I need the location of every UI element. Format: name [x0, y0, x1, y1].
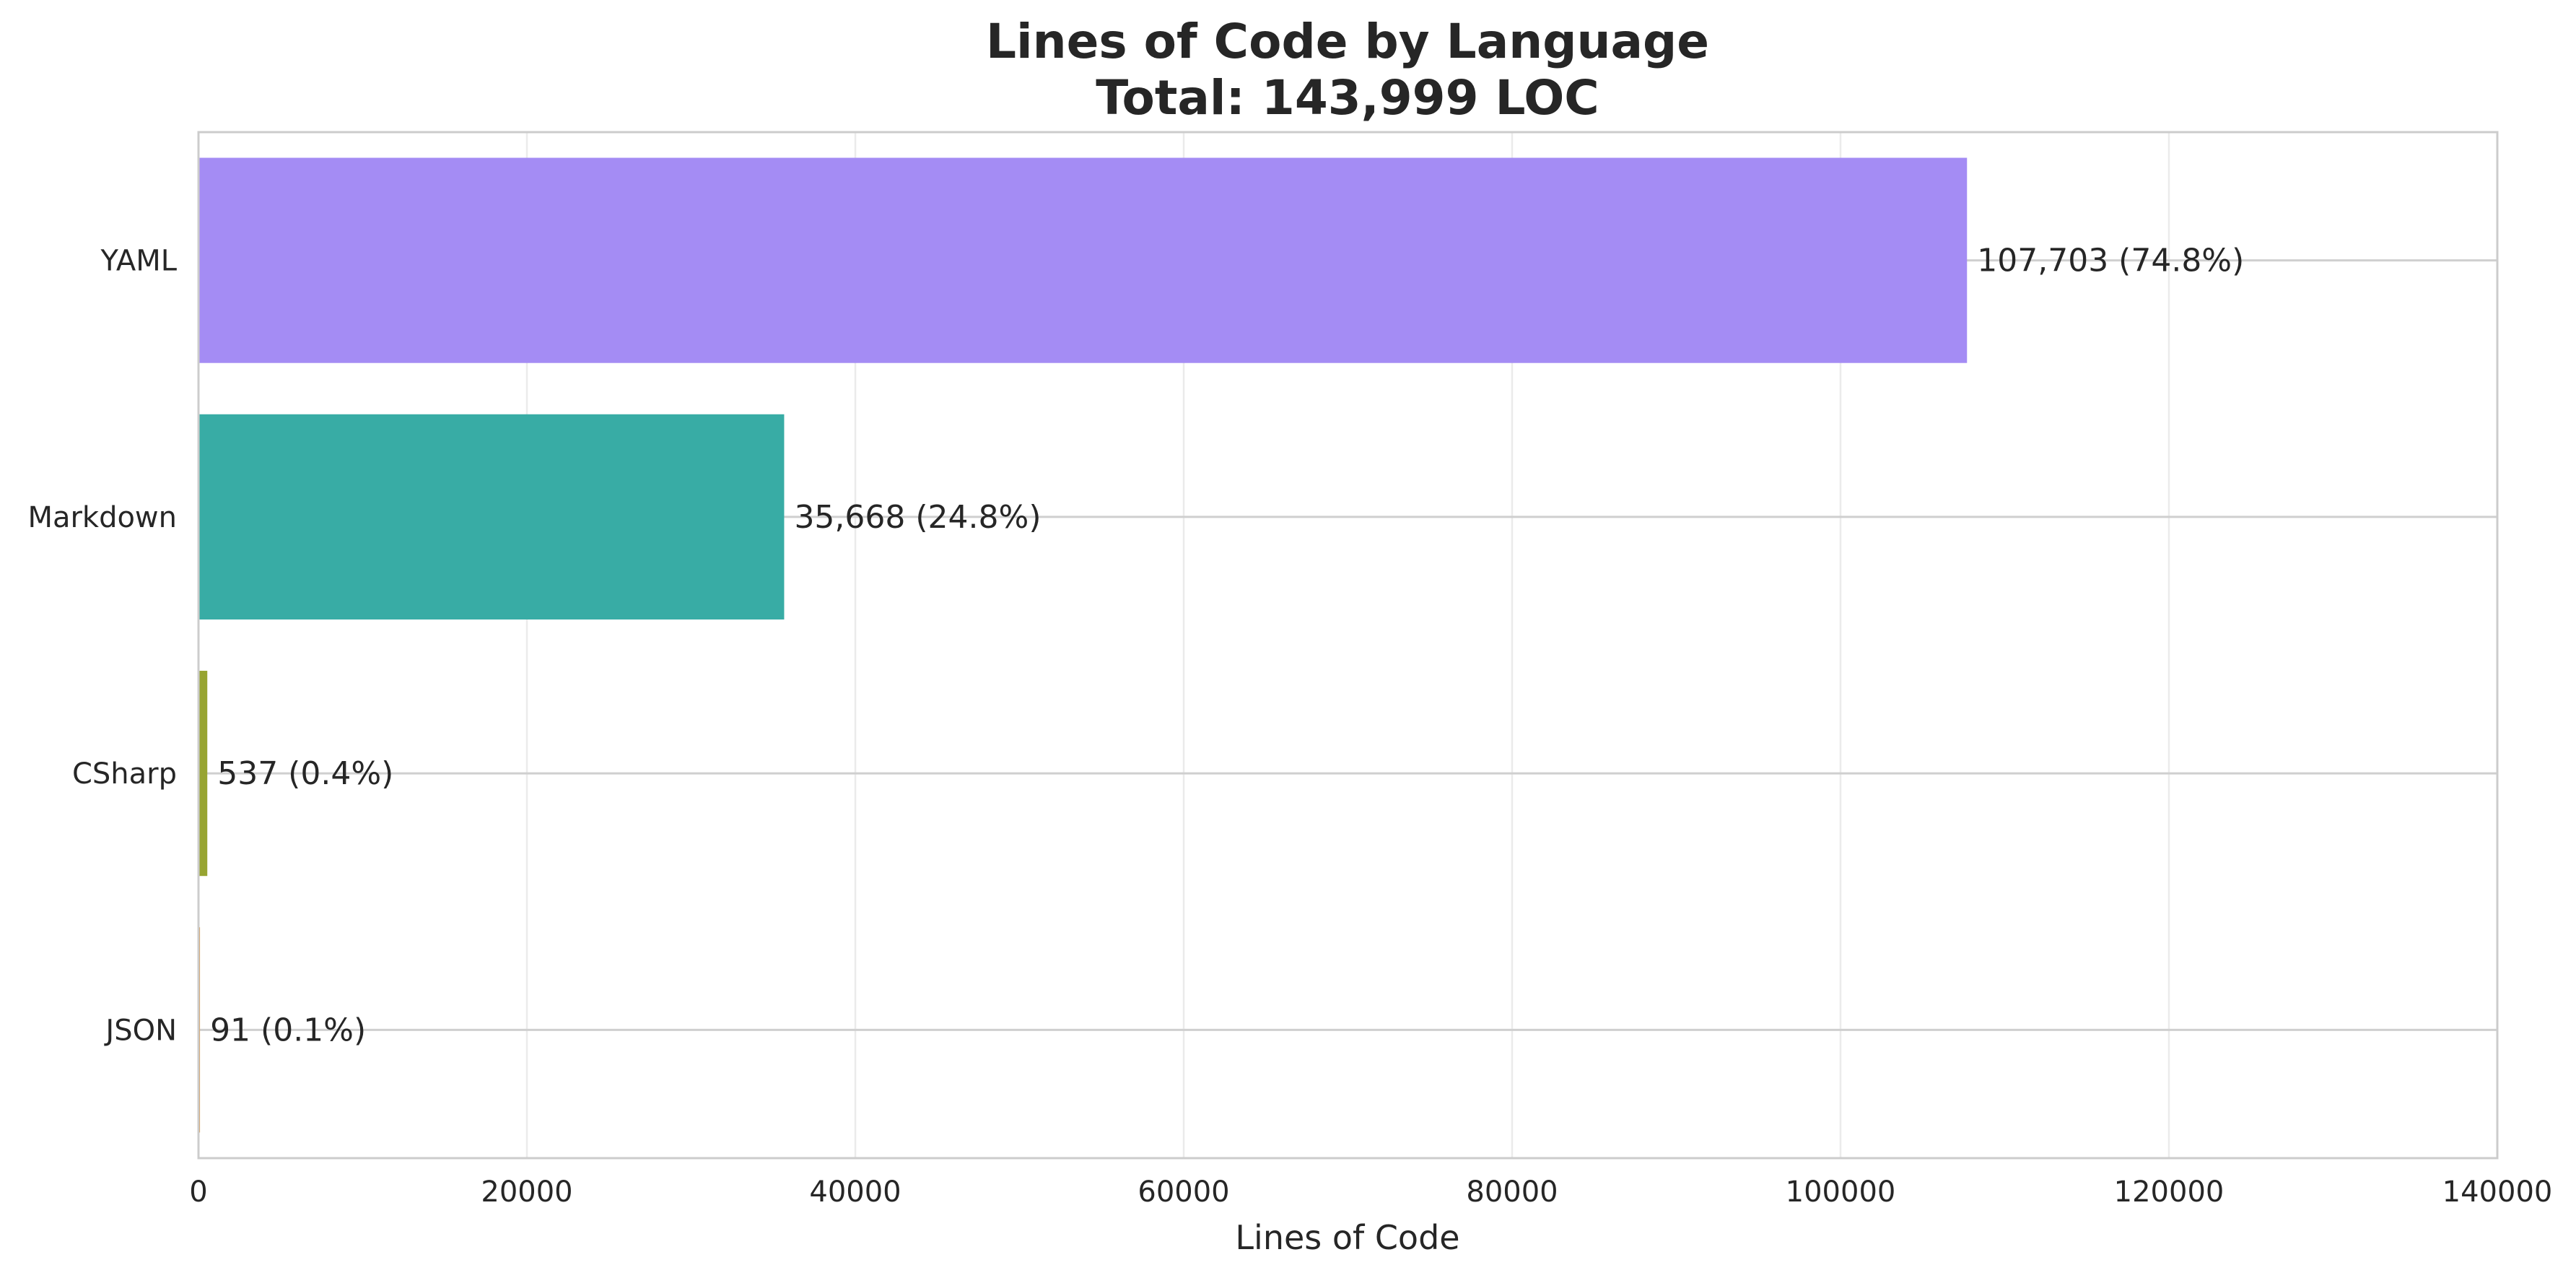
plot-area-frame	[197, 131, 2499, 1160]
y-tick-label-csharp: CSharp	[72, 757, 177, 791]
y-axis-tick-labels: YAML Markdown CSharp JSON	[27, 245, 177, 1048]
y-tick-label-yaml: YAML	[100, 245, 178, 278]
x-tick-label: 40000	[809, 1175, 901, 1209]
x-axis-tick-labels: 0 20000 40000 60000 80000 100000 120000 140000	[189, 1175, 2552, 1209]
bar-markdown	[198, 414, 785, 620]
chart-title-line: Lines of Code by Language	[986, 14, 1709, 69]
x-tick-label: 0	[189, 1175, 207, 1209]
bars	[198, 157, 1968, 1133]
x-tick-label: 100000	[1786, 1175, 1896, 1209]
x-tick-label: 20000	[481, 1175, 572, 1209]
chart-subtitle-line: Total: 143,999 LOC	[1096, 70, 1599, 126]
data-label-yaml: 107,703 (74.8%)	[1977, 243, 2244, 279]
x-tick-label: 140000	[2442, 1175, 2553, 1209]
x-tick-label: 80000	[1466, 1175, 1558, 1209]
x-tick-label: 60000	[1138, 1175, 1229, 1209]
bar-yaml	[198, 157, 1968, 363]
y-tick-label-json: JSON	[103, 1014, 177, 1047]
x-axis-label: Lines of Code	[1235, 1218, 1459, 1257]
data-labels: 107,703 (74.8%) 35,668 (24.8%) 537 (0.4%) 9…	[210, 243, 2244, 1049]
bar-csharp	[198, 671, 208, 877]
data-label-markdown: 35,668 (24.8%)	[794, 499, 1041, 536]
y-tick-label-markdown: Markdown	[27, 501, 177, 534]
data-label-csharp: 537 (0.4%)	[217, 755, 393, 792]
chart-title: Lines of Code by Language Total: 143,999…	[986, 14, 1709, 126]
data-label-json: 91 (0.1%)	[210, 1012, 366, 1048]
x-tick-label: 120000	[2114, 1175, 2224, 1209]
